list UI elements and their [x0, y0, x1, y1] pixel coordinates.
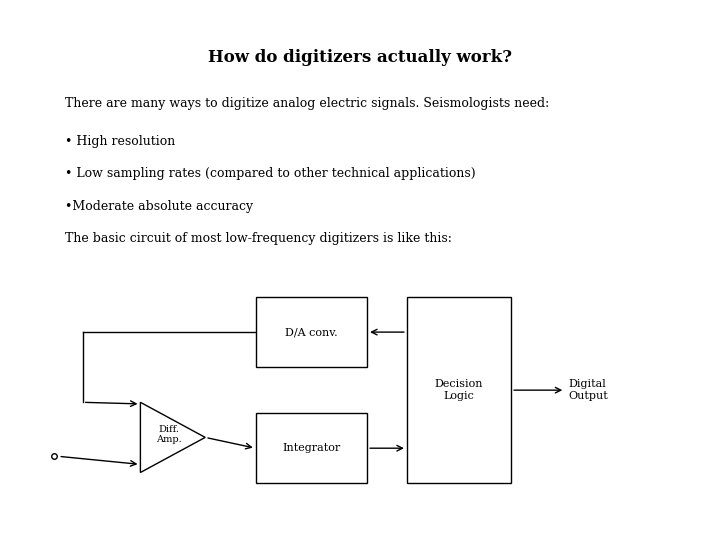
Text: • High resolution: • High resolution	[65, 135, 175, 148]
Text: • Low sampling rates (compared to other technical applications): • Low sampling rates (compared to other …	[65, 167, 475, 180]
Text: Decision
Logic: Decision Logic	[435, 379, 483, 401]
Text: Integrator: Integrator	[282, 443, 341, 453]
Text: D/A conv.: D/A conv.	[285, 327, 338, 337]
Bar	[256, 297, 367, 367]
Text: There are many ways to digitize analog electric signals. Seismologists need:: There are many ways to digitize analog e…	[65, 97, 549, 110]
Text: The basic circuit of most low-frequency digitizers is like this:: The basic circuit of most low-frequency …	[65, 232, 451, 245]
Text: Diff.
Amp.: Diff. Amp.	[156, 425, 182, 444]
Bar	[407, 297, 511, 483]
Text: •Moderate absolute accuracy: •Moderate absolute accuracy	[65, 200, 253, 213]
Text: How do digitizers actually work?: How do digitizers actually work?	[208, 49, 512, 65]
Text: Digital
Output: Digital Output	[569, 379, 608, 401]
Polygon shape	[140, 402, 205, 472]
Bar	[256, 413, 367, 483]
